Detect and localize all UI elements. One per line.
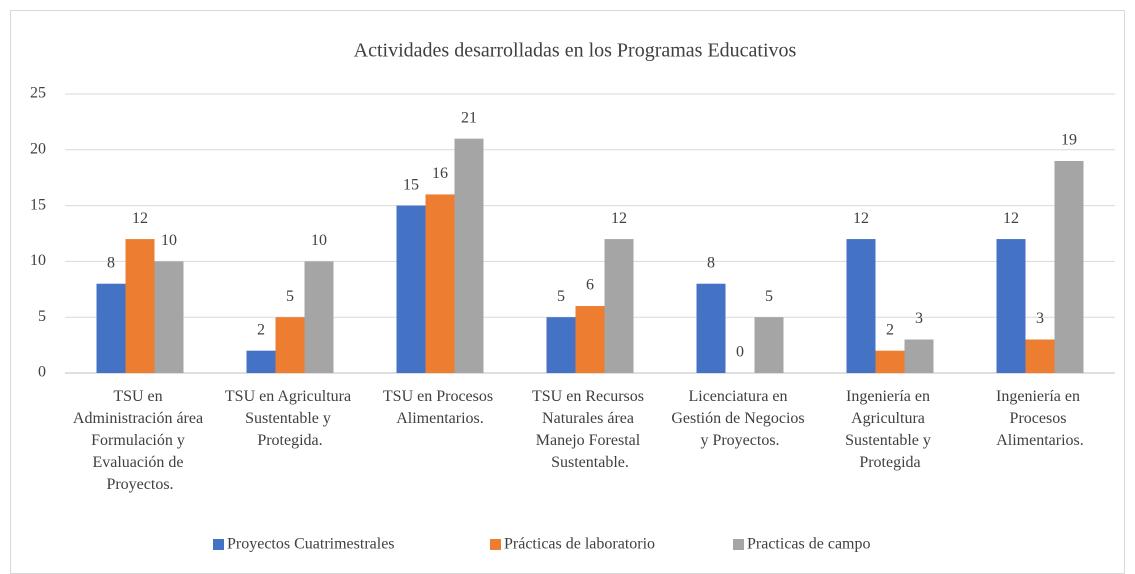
data-label: 16 <box>432 165 448 182</box>
data-label: 3 <box>1036 310 1044 327</box>
bar <box>425 194 455 373</box>
bar <box>904 339 934 373</box>
data-label: 12 <box>1003 210 1019 227</box>
legend-label: Prácticas de laboratorio <box>504 536 655 553</box>
bar <box>575 306 605 373</box>
legend-swatch <box>733 539 744 550</box>
bar <box>1025 339 1055 373</box>
x-tick-label: Ingeniería en Procesos Alimentarios. <box>996 388 1084 449</box>
data-label: 5 <box>765 288 773 305</box>
legend-swatch <box>490 539 501 550</box>
x-tick-label: TSU en Procesos Alimentarios. <box>383 388 497 427</box>
y-tick-label: 20 <box>30 140 46 157</box>
data-label: 10 <box>161 232 177 249</box>
bar <box>125 239 155 373</box>
bar <box>246 350 276 373</box>
data-label: 6 <box>586 277 594 294</box>
x-tick-label: TSU en Administración área Formulación y… <box>73 388 207 493</box>
chart-title: Actividades desarrolladas en los Program… <box>354 40 797 62</box>
bar <box>154 261 184 373</box>
data-label: 10 <box>311 232 327 249</box>
bar <box>454 138 484 373</box>
bar <box>875 350 905 373</box>
y-tick-label: 0 <box>38 364 46 381</box>
y-tick-label: 5 <box>38 308 46 325</box>
bar <box>1054 160 1084 373</box>
data-label: 12 <box>611 210 627 227</box>
data-label: 5 <box>557 288 565 305</box>
chart-border <box>10 10 1125 574</box>
data-label: 2 <box>886 321 894 338</box>
x-tick-label: Licenciatura en Gestión de Negocios y Pr… <box>671 388 808 449</box>
legend-swatch <box>213 539 224 550</box>
data-label: 2 <box>257 321 265 338</box>
y-tick-label: 10 <box>30 252 46 269</box>
bar <box>304 261 334 373</box>
x-tick-label: TSU en Recursos Naturales área Manejo Fo… <box>532 388 648 471</box>
data-label: 15 <box>403 176 419 193</box>
data-label: 19 <box>1061 132 1077 149</box>
bar <box>275 317 305 373</box>
bar <box>754 317 784 373</box>
data-label: 21 <box>461 109 477 126</box>
data-label: 8 <box>107 254 115 271</box>
bar <box>396 205 426 373</box>
bar <box>604 239 634 373</box>
data-label: 8 <box>707 254 715 271</box>
data-label: 5 <box>286 288 294 305</box>
bar <box>696 283 726 373</box>
data-label: 3 <box>915 310 923 327</box>
legend-label: Practicas de campo <box>747 536 871 553</box>
bar <box>846 239 876 373</box>
bar <box>996 239 1026 373</box>
data-label: 12 <box>132 210 148 227</box>
x-tick-label: TSU en Agricultura Sustentable y Protegi… <box>225 388 355 449</box>
x-tick-label: Ingeniería en Agricultura Sustentable y … <box>845 388 935 471</box>
data-label: 12 <box>853 210 869 227</box>
bar <box>96 283 126 373</box>
legend-label: Proyectos Cuatrimestrales <box>227 536 395 553</box>
data-label: 0 <box>736 344 744 361</box>
y-tick-label: 25 <box>30 85 46 102</box>
y-tick-label: 15 <box>30 196 46 213</box>
bar <box>546 317 576 373</box>
